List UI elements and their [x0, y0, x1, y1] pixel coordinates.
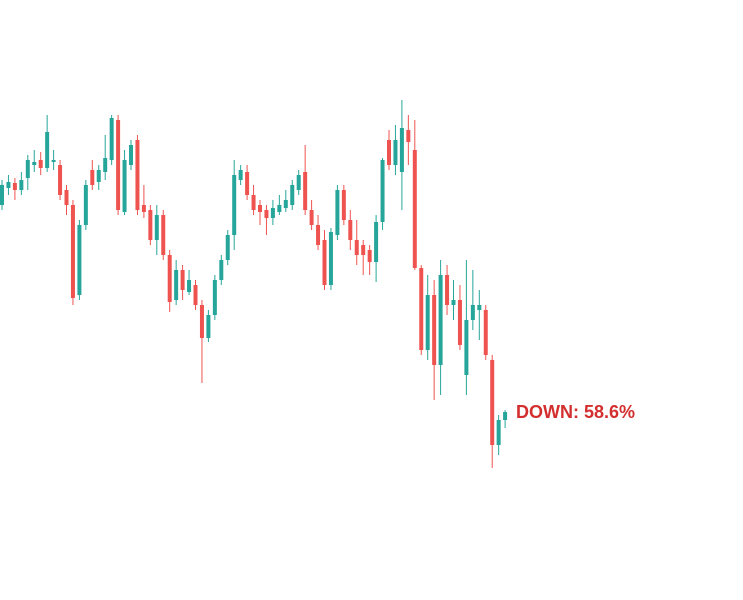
candle-body: [258, 205, 262, 212]
candle-body: [116, 120, 121, 210]
candle-body: [290, 185, 295, 205]
candle-body: [122, 160, 127, 212]
candle-body: [238, 170, 243, 180]
candle-body: [477, 305, 482, 310]
candle-body: [316, 225, 321, 245]
candle-body: [322, 240, 327, 285]
candle-body: [12, 183, 17, 190]
candle-body: [399, 128, 404, 172]
candle-body: [129, 145, 133, 165]
candle-body: [438, 275, 443, 365]
candle-body: [135, 140, 140, 210]
candle-body: [193, 285, 198, 305]
candle-body: [219, 260, 224, 280]
candle-body: [406, 130, 411, 142]
candle-body: [19, 180, 24, 190]
candle-body: [38, 160, 43, 168]
candle-body: [251, 195, 256, 210]
candle-body: [303, 172, 308, 210]
candle-body: [103, 158, 108, 172]
candle-body: [328, 232, 333, 285]
candle-body: [232, 175, 237, 235]
annotation: DOWN: 58.6%: [516, 402, 635, 422]
candle-body: [490, 360, 495, 445]
candle-body: [464, 320, 469, 375]
candle-body: [451, 300, 456, 305]
candle-body: [483, 310, 488, 355]
candle-body: [457, 300, 462, 345]
candle-body: [412, 150, 417, 268]
candle-body: [309, 210, 314, 225]
candle-body: [496, 420, 501, 445]
candle-body: [45, 132, 50, 168]
candle-body: [387, 140, 391, 165]
candle-body: [277, 205, 282, 212]
candle-body: [245, 172, 250, 195]
candle-body: [374, 222, 379, 262]
candle-body: [367, 250, 372, 262]
candle-body: [174, 270, 179, 300]
candle-body: [503, 412, 508, 420]
candle-body: [64, 190, 69, 205]
candle-body: [335, 190, 340, 235]
candle-body: [348, 220, 353, 240]
candle-body: [6, 182, 11, 188]
candle-body: [77, 225, 82, 295]
candle-body: [470, 305, 475, 320]
candle-body: [83, 185, 88, 225]
candle-body: [425, 295, 430, 350]
candle-body: [161, 215, 166, 255]
candle-body: [70, 205, 75, 298]
candle-body: [361, 245, 366, 255]
candle-body: [141, 205, 146, 212]
candle-body: [264, 210, 269, 218]
candle-body: [25, 160, 30, 178]
candle-body: [341, 190, 346, 220]
candle-body: [0, 185, 4, 205]
candle-body: [296, 175, 301, 190]
candle-body: [206, 315, 211, 338]
candle-body: [109, 118, 114, 160]
candle-body: [90, 170, 95, 185]
candle-body: [225, 235, 230, 260]
candle-body: [270, 208, 275, 218]
candle-body: [148, 210, 153, 240]
candle-body: [380, 160, 385, 222]
candle-body: [167, 255, 172, 302]
candle-body: [180, 270, 185, 290]
candle-body: [51, 160, 56, 162]
candle-body: [199, 305, 204, 338]
candle-body: [212, 280, 217, 315]
candle-body: [354, 240, 359, 255]
candle-body: [283, 200, 288, 208]
candle-body: [432, 295, 437, 365]
candle-body: [32, 162, 37, 165]
candle-body: [187, 280, 192, 292]
candle-body: [393, 140, 398, 165]
candle-body: [58, 165, 63, 195]
candle-body: [419, 268, 424, 350]
candle-body: [154, 215, 159, 240]
candle-body: [96, 170, 101, 182]
candle-body: [445, 275, 450, 305]
